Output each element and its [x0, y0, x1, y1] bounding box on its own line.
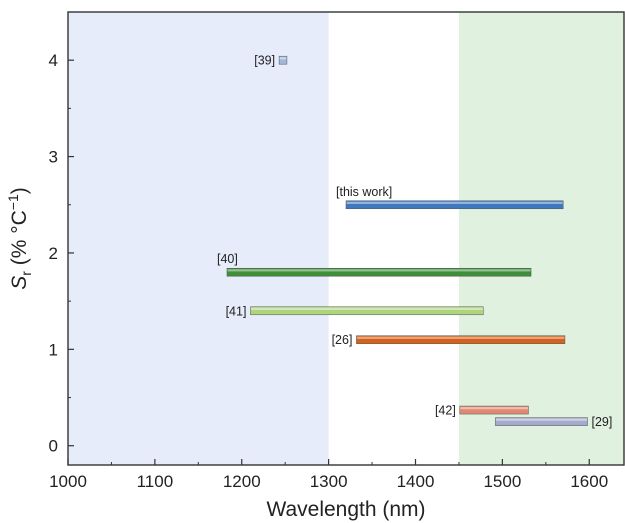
- bar-labels: [39] [this work] [40] [41] [26] [42] [29]: [217, 54, 612, 429]
- range-bar-highlight: [227, 269, 531, 272]
- range-bar-body: [226, 267, 532, 277]
- y-axis-title-unit: (% °C: [8, 210, 31, 271]
- bar-label-4: [41]: [226, 304, 247, 318]
- x-tick-label: 1600: [570, 472, 608, 491]
- shaded-regions: [68, 12, 624, 465]
- range-bar-highlight: [279, 57, 287, 60]
- range-bar-highlight: [460, 407, 528, 410]
- range-bar-highlight: [346, 201, 563, 204]
- x-tick-label: 1300: [310, 472, 348, 491]
- y-tick-label: 4: [49, 51, 58, 70]
- y-axis-title: Sr (% °C−1): [5, 187, 34, 290]
- y-axis-title-symbol: S: [8, 276, 31, 290]
- range-bar-6: [459, 405, 529, 415]
- bar-label-7: [29]: [592, 415, 613, 429]
- bar-label-1: [39]: [254, 54, 275, 68]
- bar-label-6: [42]: [435, 404, 456, 418]
- range-bar-highlight: [250, 307, 483, 310]
- y-tick-label: 2: [49, 244, 58, 263]
- x-tick-label: 1100: [137, 472, 174, 491]
- x-tick-label: 1000: [49, 472, 87, 491]
- range-bar-highlight: [356, 336, 565, 339]
- range-bar-body: [250, 306, 484, 316]
- range-bar-5: [356, 335, 566, 344]
- y-tick-label: 3: [49, 148, 58, 167]
- range-bar-1: [278, 55, 288, 65]
- range-bars: [226, 55, 588, 426]
- y-tick-label: 0: [49, 437, 58, 456]
- shaded-region-1: [68, 12, 329, 465]
- y-axis-title-superscript: −1: [5, 194, 21, 210]
- x-tick-label: 1500: [483, 472, 521, 491]
- x-tick-label: 1400: [397, 472, 435, 491]
- range-bar-3: [226, 267, 532, 277]
- range-bar-2: [345, 200, 564, 210]
- y-tick-label: 1: [49, 340, 58, 359]
- y-axis-title-close: ): [8, 187, 31, 194]
- range-bar-body: [459, 405, 529, 415]
- range-bar-body: [278, 55, 288, 65]
- range-bar-7: [495, 417, 588, 426]
- range-bar-body: [495, 417, 588, 426]
- range-bar-4: [250, 306, 484, 316]
- range-bar-body: [345, 200, 564, 210]
- bar-label-3: [40]: [217, 252, 238, 266]
- plot-frame: [67, 11, 625, 466]
- x-tick-label: 1200: [223, 472, 261, 491]
- x-axis-title: Wavelength (nm): [266, 498, 425, 521]
- bar-label-5: [26]: [332, 333, 353, 347]
- range-bar-body: [356, 335, 566, 344]
- shaded-region-2: [458, 12, 624, 465]
- range-bar-highlight: [495, 418, 588, 421]
- bar-label-2: [this work]: [336, 185, 392, 199]
- axis-ticks: 1000 1100 1200 1300 1400 1500 1600 0 1 2 3 4: [49, 51, 609, 491]
- y-axis-title-subscript: r: [18, 271, 34, 276]
